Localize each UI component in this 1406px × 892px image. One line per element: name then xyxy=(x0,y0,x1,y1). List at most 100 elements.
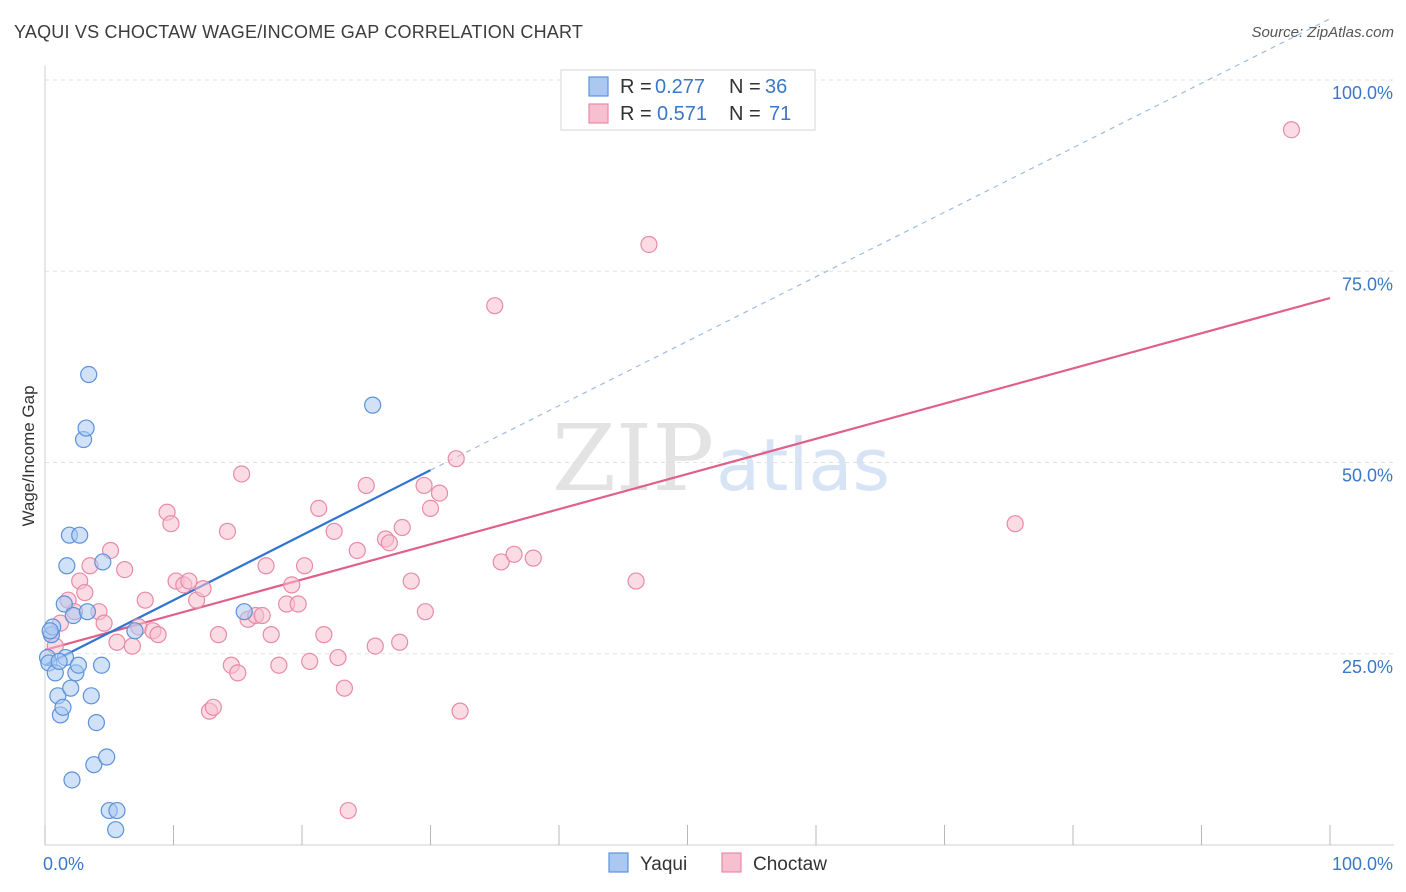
yaqui-point-22 xyxy=(82,687,100,705)
choctaw-point-69 xyxy=(1282,121,1301,139)
bottom-legend-yaqui-swatch xyxy=(608,852,629,873)
choctaw-point-59 xyxy=(430,484,449,502)
choctaw-point-68 xyxy=(1006,515,1024,533)
choctaw-point-46 xyxy=(335,679,354,697)
choctaw-point-57 xyxy=(416,603,434,621)
yaqui-n-label: N = xyxy=(729,76,761,98)
choctaw-point-49 xyxy=(357,476,375,495)
yaqui-point-35 xyxy=(50,652,68,671)
yaqui-point-21 xyxy=(80,365,98,384)
choctaw-point-45 xyxy=(329,648,347,667)
yaqui-n-value: 36 xyxy=(765,76,787,98)
choctaw-point-42 xyxy=(310,499,328,517)
choctaw-point-61 xyxy=(451,702,469,720)
choctaw-point-58 xyxy=(421,499,440,517)
choctaw-point-14 xyxy=(136,591,154,609)
yaqui-point-23 xyxy=(85,756,103,774)
watermark-atlas: atlas xyxy=(716,423,890,507)
yaqui-point-12 xyxy=(62,679,80,697)
choctaw-point-11 xyxy=(116,560,134,579)
choctaw-point-44 xyxy=(325,522,343,540)
choctaw-point-18 xyxy=(162,515,180,533)
choctaw-point-35 xyxy=(262,626,280,644)
choctaw-point-47 xyxy=(339,801,357,820)
choctaw-point-65 xyxy=(524,549,542,567)
yaqui-point-7 xyxy=(54,698,72,716)
choctaw-point-33 xyxy=(253,606,271,625)
yaqui-r-value: 0.277 xyxy=(655,76,705,98)
trendlines xyxy=(44,18,1331,667)
yaqui-point-17 xyxy=(71,526,89,544)
yaqui-point-8 xyxy=(55,595,73,613)
x-tick-labels: 0.0% 100.0% xyxy=(43,854,1393,874)
choctaw-point-67 xyxy=(640,235,658,254)
yaqui-trend-extension xyxy=(430,18,1331,471)
choctaw-point-54 xyxy=(393,518,411,537)
choctaw-point-43 xyxy=(315,626,333,644)
yaqui-point-34 xyxy=(41,622,59,640)
choctaw-point-40 xyxy=(295,557,314,575)
choctaw-point-63 xyxy=(492,553,510,571)
choctaw-point-12 xyxy=(123,637,141,655)
choctaw-point-55 xyxy=(402,572,420,590)
yaqui-point-25 xyxy=(92,656,111,674)
choctaw-n-label: N = xyxy=(729,103,761,125)
y-tick-label-2: 75.0% xyxy=(1342,274,1393,294)
choctaw-point-29 xyxy=(229,664,247,682)
choctaw-point-5 xyxy=(76,583,94,602)
yaqui-point-31 xyxy=(126,622,144,640)
y-axis-title: Wage/Income Gap xyxy=(19,385,38,526)
yaqui-points xyxy=(38,365,382,839)
y-tick-label-1: 50.0% xyxy=(1342,466,1393,486)
bottom-legend-choctaw-label: Choctaw xyxy=(753,854,827,875)
yaqui-point-30 xyxy=(108,801,126,820)
choctaw-point-56 xyxy=(415,476,433,495)
choctaw-point-48 xyxy=(348,541,366,560)
axes xyxy=(44,66,1394,846)
choctaw-point-36 xyxy=(270,656,288,674)
choctaw-point-62 xyxy=(486,297,504,315)
choctaw-point-60 xyxy=(447,450,465,468)
choctaw-point-52 xyxy=(380,534,398,552)
source-label: Source: ZipAtlas.com xyxy=(1251,24,1394,41)
watermark: ZIP atlas xyxy=(552,405,890,512)
choctaw-point-30 xyxy=(233,465,251,483)
stats-legend: R = 0.277 N = 36 R = 0.571 N = 71 xyxy=(560,69,816,131)
choctaw-point-23 xyxy=(194,580,212,598)
yaqui-point-33 xyxy=(364,396,382,414)
yaqui-point-16 xyxy=(69,656,88,674)
x-tick-label-0: 0.0% xyxy=(43,854,84,874)
watermark-zip: ZIP xyxy=(552,405,714,512)
choctaw-point-39 xyxy=(289,595,307,613)
y-tick-label-0: 25.0% xyxy=(1342,657,1393,677)
yaqui-legend-swatch xyxy=(588,76,609,97)
yaqui-point-20 xyxy=(78,603,97,621)
bottom-legend-yaqui-label: Yaqui xyxy=(640,854,687,875)
yaqui-point-14 xyxy=(64,606,82,625)
yaqui-point-32 xyxy=(235,603,253,621)
yaqui-point-10 xyxy=(58,557,76,575)
bottom-legend: Yaqui Choctaw xyxy=(608,852,827,875)
choctaw-point-27 xyxy=(218,522,237,540)
choctaw-point-66 xyxy=(627,572,645,590)
yaqui-point-27 xyxy=(98,748,116,766)
choctaw-point-64 xyxy=(505,545,523,563)
choctaw-point-10 xyxy=(108,633,126,651)
yaqui-trend-line xyxy=(44,469,431,667)
yaqui-point-13 xyxy=(63,771,81,789)
choctaw-point-21 xyxy=(180,572,198,590)
choctaw-point-38 xyxy=(283,576,301,594)
choctaw-n-value: 71 xyxy=(769,103,791,125)
chart-title: YAQUI VS CHOCTAW WAGE/INCOME GAP CORRELA… xyxy=(14,22,584,42)
bottom-legend-choctaw-swatch xyxy=(721,852,742,873)
choctaw-point-25 xyxy=(204,698,222,716)
choctaw-point-26 xyxy=(209,626,228,644)
choctaw-r-label: R = xyxy=(620,103,652,125)
choctaw-point-34 xyxy=(257,557,275,575)
yaqui-r-label: R = xyxy=(620,76,652,98)
yaqui-point-24 xyxy=(87,713,106,732)
choctaw-r-value: 0.571 xyxy=(657,103,707,125)
yaqui-point-19 xyxy=(77,419,95,437)
choctaw-point-16 xyxy=(149,626,167,644)
